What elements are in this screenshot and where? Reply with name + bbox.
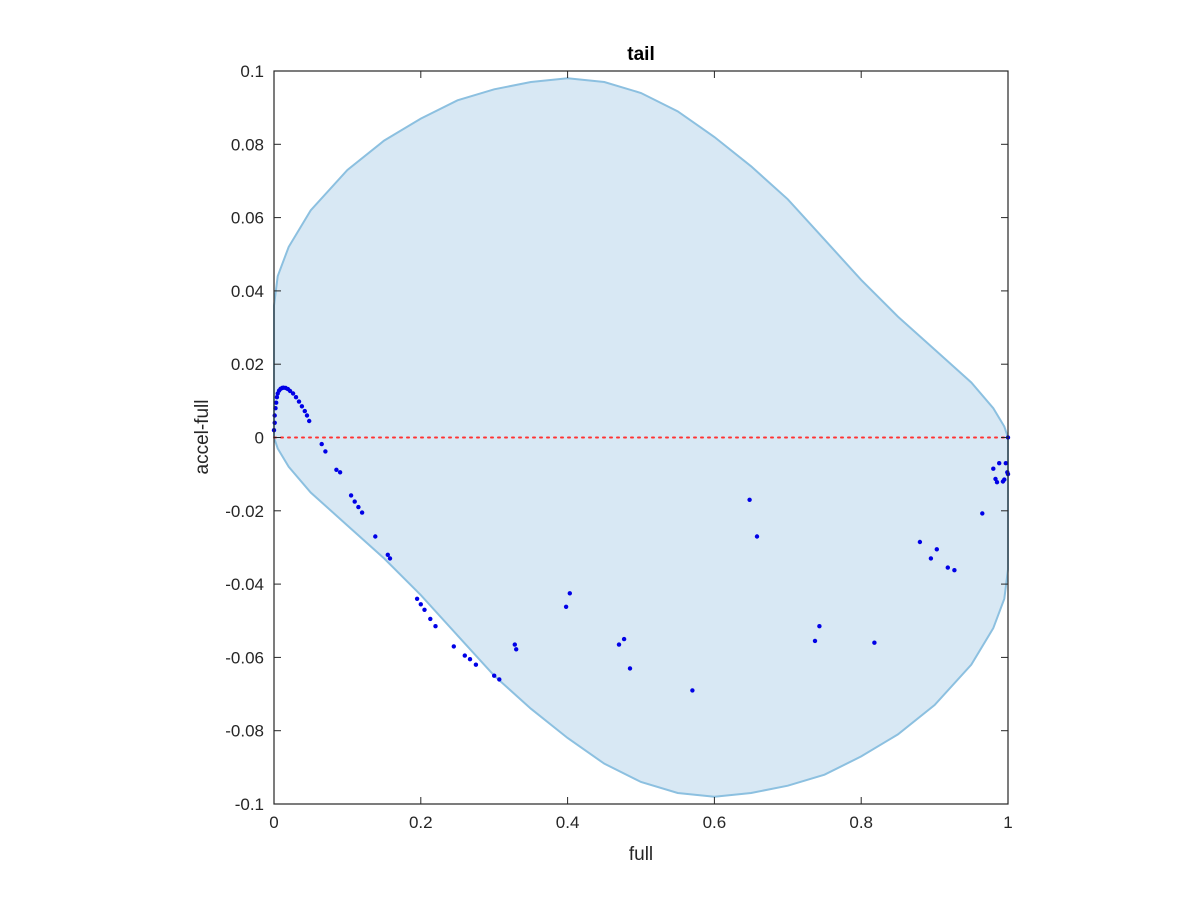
y-tick-label: 0.1 xyxy=(240,62,264,81)
data-point xyxy=(352,499,357,504)
data-point xyxy=(422,607,427,612)
data-point xyxy=(621,636,627,642)
data-point xyxy=(952,568,957,573)
x-tick-label: 0.6 xyxy=(703,813,727,832)
data-point xyxy=(418,602,423,607)
data-point xyxy=(754,534,760,539)
data-point xyxy=(567,591,572,596)
data-point xyxy=(433,624,438,629)
data-point xyxy=(296,399,302,404)
data-point xyxy=(945,565,950,570)
data-point xyxy=(492,673,497,678)
data-point xyxy=(387,556,393,561)
chart-title: tail xyxy=(627,44,654,65)
y-tick-label: 0.02 xyxy=(231,355,264,374)
data-point xyxy=(747,497,752,502)
y-tick-label: 0.06 xyxy=(231,209,264,228)
y-tick-label: -0.06 xyxy=(225,648,264,667)
data-point xyxy=(473,662,479,667)
data-point xyxy=(467,657,473,662)
data-point xyxy=(274,400,279,405)
data-point xyxy=(917,539,923,545)
data-point xyxy=(319,441,324,447)
x-tick-label: 0.2 xyxy=(409,813,433,832)
data-point xyxy=(690,688,695,693)
data-point xyxy=(812,638,818,644)
data-point xyxy=(373,534,378,539)
data-point xyxy=(337,470,343,475)
data-point xyxy=(334,467,339,472)
y-tick-label: -0.02 xyxy=(225,502,264,521)
data-point xyxy=(302,408,307,414)
data-point xyxy=(272,413,277,418)
data-point xyxy=(563,604,569,609)
data-point xyxy=(993,476,998,482)
x-tick-label: 0.4 xyxy=(556,813,580,832)
data-point xyxy=(627,666,633,671)
data-point xyxy=(817,624,822,629)
data-point xyxy=(307,418,312,424)
data-point xyxy=(997,461,1002,466)
y-tick-label: -0.08 xyxy=(225,722,264,741)
data-point xyxy=(934,547,939,552)
data-point xyxy=(980,511,985,516)
data-point xyxy=(462,653,467,658)
data-point xyxy=(991,466,996,471)
data-point xyxy=(385,552,390,557)
data-point xyxy=(514,647,519,652)
data-point xyxy=(272,420,277,425)
x-tick-label: 0 xyxy=(269,813,278,832)
y-tick-label: 0.08 xyxy=(231,135,264,154)
data-point xyxy=(512,642,517,647)
y-tick-label: -0.1 xyxy=(235,795,264,814)
data-point xyxy=(1002,477,1007,482)
axes: 0 0.2 0.4 0.6 0.8 1 -0.1 -0.08 -0.06 -0.04 -0.02 0 0… xyxy=(225,62,1012,832)
data-point xyxy=(290,391,296,396)
data-point xyxy=(497,677,502,682)
data-point xyxy=(428,616,433,622)
y-axis-label: accel-full xyxy=(192,400,213,475)
y-tick-label: -0.04 xyxy=(225,575,264,594)
y-tick-label: 0 xyxy=(255,429,264,448)
data-point xyxy=(323,449,328,454)
data-point xyxy=(348,493,354,498)
data-point xyxy=(274,395,280,400)
data-point xyxy=(994,480,1000,485)
data-point xyxy=(451,644,456,649)
data-point xyxy=(1003,461,1008,466)
data-point xyxy=(359,510,365,515)
data-point xyxy=(287,388,293,394)
data-point xyxy=(928,556,934,561)
data-point xyxy=(414,596,420,601)
data-point xyxy=(616,642,622,647)
y-tick-label: 0.04 xyxy=(231,282,264,301)
data-point xyxy=(299,404,305,409)
data-point xyxy=(304,413,310,418)
data-point xyxy=(872,640,877,645)
x-tick-label: 1 xyxy=(1003,813,1012,832)
x-tick-label: 0.8 xyxy=(849,813,873,832)
data-point xyxy=(293,395,299,400)
data-point xyxy=(356,504,361,510)
x-axis-label: full xyxy=(629,844,653,865)
